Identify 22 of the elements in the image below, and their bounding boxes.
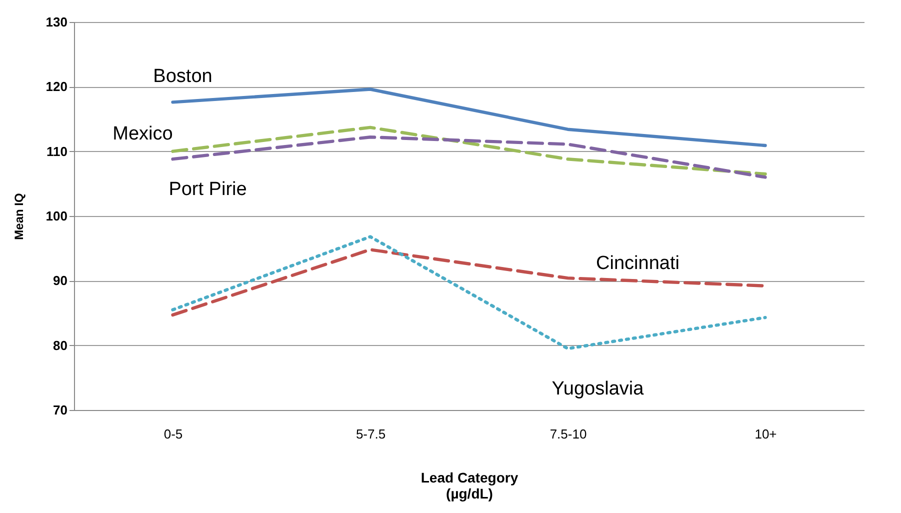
x-axis-title: Lead Category (µg/dL) xyxy=(420,470,518,502)
x-tick-label: 5-7.5 xyxy=(356,426,386,442)
line-series xyxy=(171,88,767,148)
series-label: Cincinnati xyxy=(596,253,680,274)
y-tick-label: 100 xyxy=(46,208,68,224)
x-tick-label: 10+ xyxy=(754,426,777,442)
line-series xyxy=(171,136,767,179)
series-label: Yugoslavia xyxy=(552,378,644,400)
y-tick-label: 80 xyxy=(53,338,68,353)
series-label: Boston xyxy=(153,66,212,88)
y-axis-title: Mean IQ xyxy=(12,193,26,240)
y-tick-label: 120 xyxy=(46,79,68,94)
line-series xyxy=(171,126,767,176)
series-label: Mexico xyxy=(112,123,173,144)
y-tick-label: 130 xyxy=(46,14,68,30)
series-label: Port Pirie xyxy=(168,179,247,200)
y-tick-label: 70 xyxy=(53,402,68,418)
y-tick-label: 90 xyxy=(53,273,68,288)
line-series xyxy=(171,235,767,350)
x-tick-label: 7.5-10 xyxy=(550,426,587,442)
y-tick-label: 110 xyxy=(46,144,68,159)
x-tick-label: 0-5 xyxy=(164,426,183,442)
